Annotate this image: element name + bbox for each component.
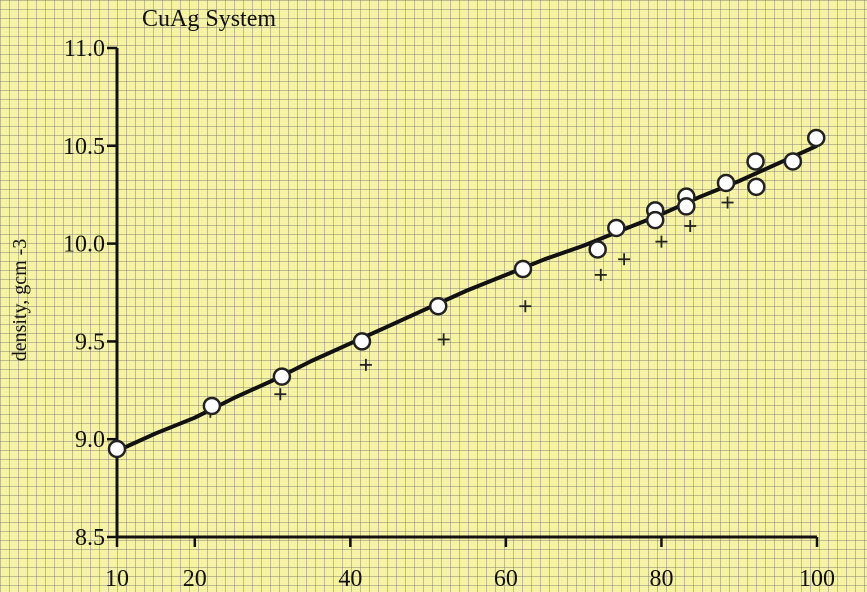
cross-point — [684, 219, 697, 232]
cross-point — [359, 358, 372, 371]
cross-point — [655, 235, 668, 248]
circle-point — [806, 128, 826, 148]
x-tick-label: 20 — [183, 566, 207, 592]
y-tick-label: 10.0 — [63, 232, 105, 258]
circle-point — [783, 152, 803, 171]
cross-point — [274, 388, 287, 401]
circle-markers — [107, 128, 826, 459]
circle-point — [588, 240, 607, 259]
x-tick-label: 60 — [494, 566, 518, 592]
cross-point — [721, 196, 734, 209]
y-tick-label: 9.0 — [75, 427, 105, 453]
circle-point — [716, 173, 736, 193]
circle-point — [746, 152, 765, 171]
circle-point — [272, 367, 292, 386]
y-tick-label: 10.5 — [63, 134, 105, 160]
cross-markers — [204, 178, 764, 418]
x-tick-label: 80 — [649, 566, 673, 592]
x-tick-label: 40 — [338, 566, 362, 592]
y-axis-label: density, gcm -3 — [9, 239, 31, 362]
x-tick-label: 10 — [105, 566, 129, 592]
y-tick-label: 11.0 — [64, 36, 105, 62]
fit-layer — [116, 143, 818, 453]
circle-point — [645, 210, 665, 230]
circle-point — [428, 296, 448, 316]
axes: 8.5 9.0 9.5 10.0 10.5 11.0 10 20 40 60 80 100 — [63, 36, 835, 592]
cross-point — [437, 333, 450, 346]
circle-point — [747, 177, 766, 197]
circle-point — [107, 439, 127, 459]
circle-point — [352, 332, 372, 351]
cross-point — [519, 300, 532, 313]
chart-title: CuAg System — [142, 6, 276, 32]
cross-point — [618, 253, 631, 266]
circle-point — [513, 259, 533, 279]
circle-point — [607, 218, 626, 238]
circle-point — [202, 396, 222, 416]
fit-curve — [116, 143, 818, 453]
y-tick-label: 9.5 — [75, 329, 105, 355]
circle-point — [677, 197, 696, 216]
x-tick-label: 100 — [799, 566, 835, 592]
cross-point — [594, 268, 607, 281]
y-tick-label: 8.5 — [75, 525, 105, 551]
